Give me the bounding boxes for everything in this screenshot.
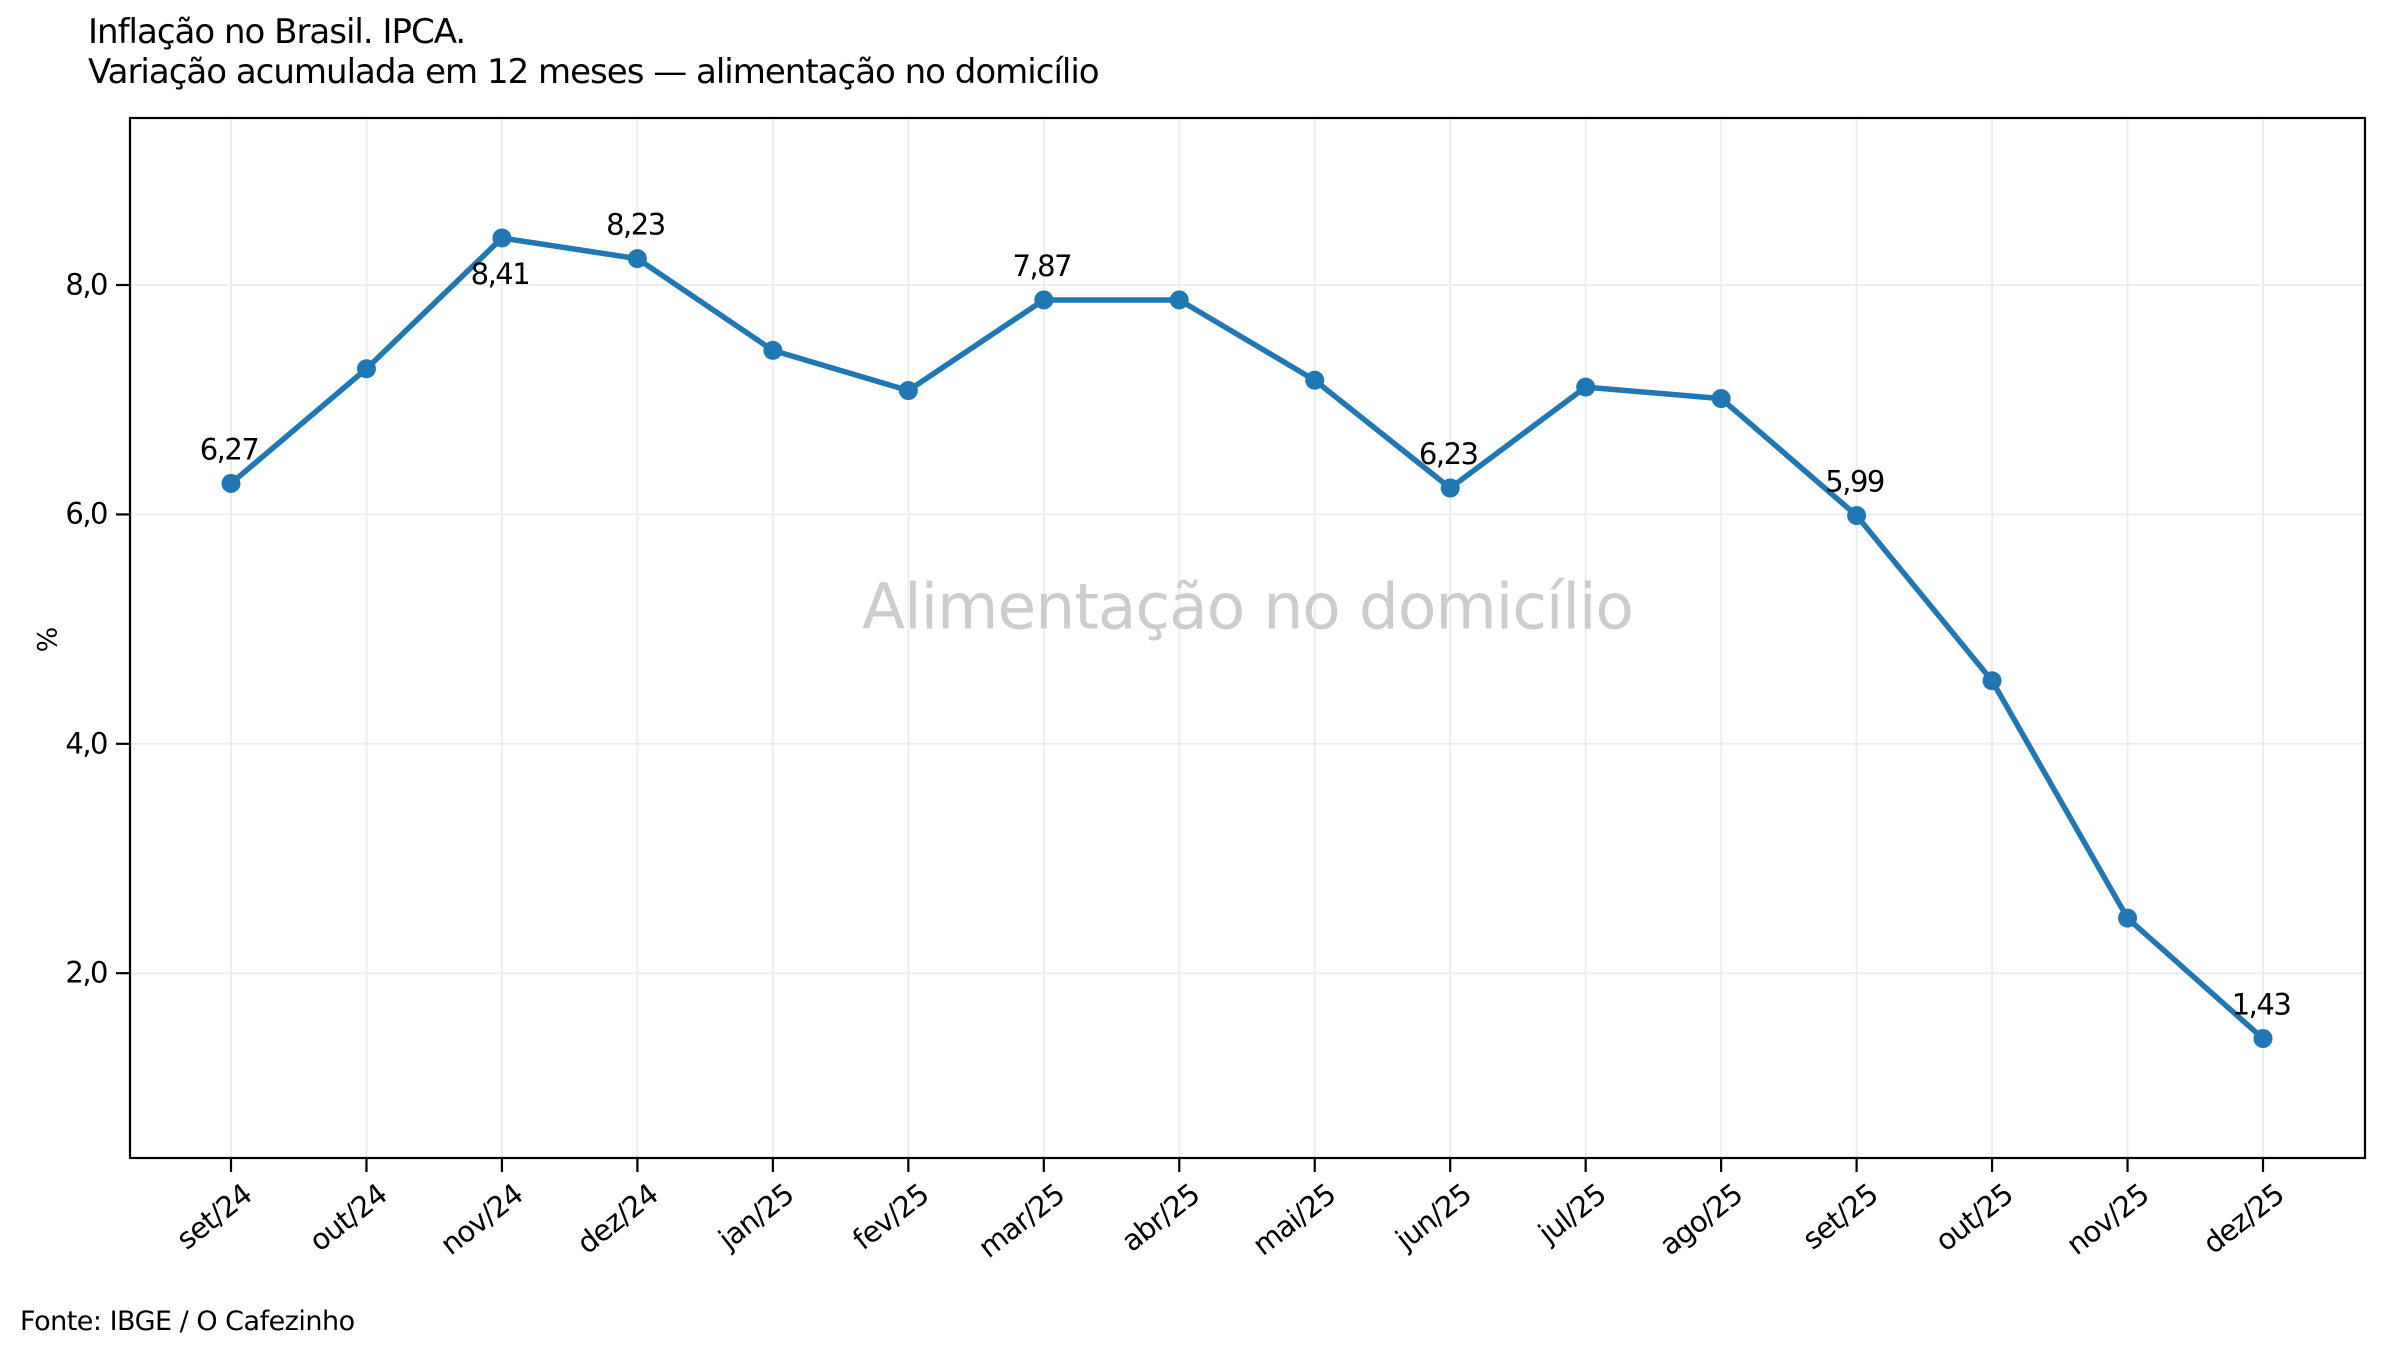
x-tick-label: set/24 <box>170 1177 258 1257</box>
data-point <box>763 340 783 360</box>
chart-title-line1: Inflação no Brasil. IPCA. <box>88 12 466 52</box>
data-point <box>1305 370 1325 390</box>
x-tick-label: jun/25 <box>1388 1177 1478 1257</box>
data-point <box>1034 290 1054 310</box>
x-tick-label: out/24 <box>302 1177 394 1259</box>
data-line <box>228 235 2266 1042</box>
data-point <box>221 473 241 493</box>
data-point <box>898 381 918 401</box>
x-tick-label: dez/24 <box>570 1177 665 1261</box>
y-tick-label: 2,0 <box>65 955 108 990</box>
data-point <box>1440 478 1460 498</box>
y-tick-label: 8,0 <box>65 267 108 302</box>
data-point <box>1711 389 1731 409</box>
axes-box <box>128 116 2367 1160</box>
data-point <box>1982 671 2002 691</box>
data-point-label: 8,41 <box>471 257 530 291</box>
source-note: Fonte: IBGE / O Cafezinho <box>20 1306 355 1337</box>
data-point-label: 6,23 <box>1419 437 1478 471</box>
x-tick-label: abr/25 <box>1115 1177 1207 1259</box>
data-point <box>1847 506 1867 526</box>
x-tick-label: out/25 <box>1928 1177 2019 1259</box>
x-tick-label: jan/25 <box>711 1177 800 1257</box>
x-tick-label: mai/25 <box>1246 1177 1342 1263</box>
data-point <box>492 228 512 248</box>
data-point <box>1576 377 1596 397</box>
x-tick-label: nov/25 <box>2059 1177 2155 1262</box>
x-tick-label: ago/25 <box>1652 1177 1749 1263</box>
data-point <box>1169 290 1189 310</box>
chart-title: Inflação no Brasil. IPCA. Variação acumu… <box>88 12 1100 92</box>
data-point <box>356 359 376 379</box>
x-tick-label: mar/25 <box>972 1177 1071 1265</box>
x-tick-label: dez/25 <box>2196 1177 2290 1261</box>
line-chart: 6,27 8,41 8,23 7,87 6,23 5,99 1,43 <box>116 116 2367 1172</box>
plot-area: 6,27 8,41 8,23 7,87 6,23 5,99 1,43 Alimentação… <box>116 116 2367 1172</box>
x-tick-label: nov/24 <box>433 1177 529 1262</box>
x-tick-label: fev/25 <box>846 1177 936 1257</box>
y-tick-label: 4,0 <box>65 726 108 761</box>
x-tick-label: set/25 <box>1795 1177 1884 1257</box>
y-tick-label: 6,0 <box>65 496 108 531</box>
chart-title-line2: Variação acumulada em 12 meses — aliment… <box>88 52 1100 92</box>
data-point <box>627 249 647 269</box>
data-point <box>2253 1029 2273 1049</box>
data-point-label: 1,43 <box>2232 988 2291 1022</box>
data-point-label: 7,87 <box>1013 249 1072 283</box>
y-axis-label: % <box>32 626 64 653</box>
x-tick-label: jul/25 <box>1532 1177 1613 1251</box>
data-point-label: 8,23 <box>606 208 665 242</box>
data-point-label: 5,99 <box>1825 465 1884 499</box>
data-point <box>2118 908 2138 928</box>
data-point-label: 6,27 <box>200 432 259 466</box>
